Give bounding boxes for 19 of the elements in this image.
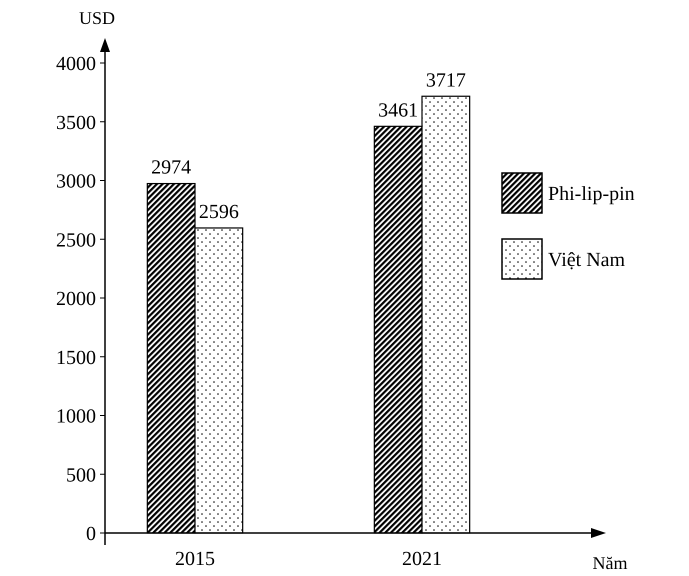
y-tick-label: 500	[66, 464, 96, 486]
y-tick-label: 3000	[56, 170, 96, 192]
legend-label: Phi-lip-pin	[548, 183, 635, 205]
data-label: 3717	[426, 69, 466, 92]
y-tick-label: 1000	[56, 406, 96, 428]
y-tick-label: 2000	[56, 288, 96, 310]
legend-label: Việt Nam	[548, 249, 626, 271]
y-tick-label: 3500	[56, 112, 96, 134]
x-tick-label: 2015	[175, 548, 215, 570]
y-tick-label: 4000	[56, 53, 96, 75]
y-tick-label: 0	[86, 523, 96, 545]
data-label: 2596	[198, 200, 239, 223]
data-label: 3461	[378, 99, 418, 122]
y-tick-label: 2500	[56, 229, 96, 252]
x-axis-title: Năm	[592, 553, 628, 573]
x-tick-label: 2021	[402, 548, 442, 570]
y-axis-title: USD	[78, 8, 116, 28]
data-label: 2974	[151, 156, 192, 179]
y-tick-label: 1500	[56, 346, 96, 369]
